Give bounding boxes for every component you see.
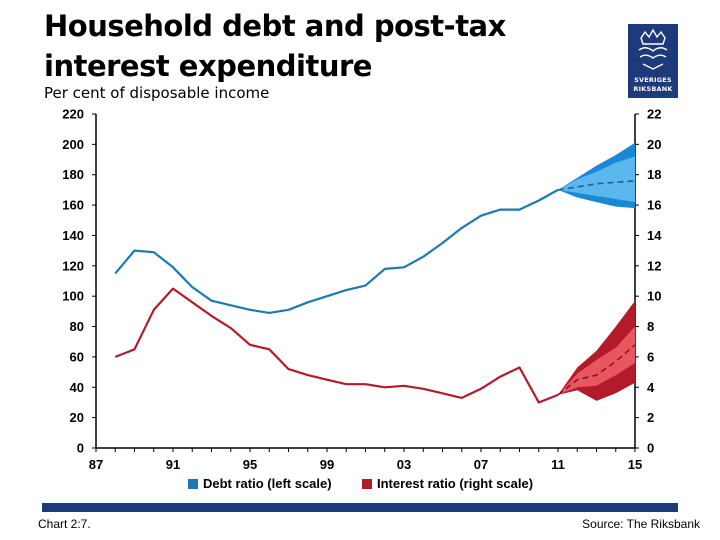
left-tick-label: 80 <box>70 319 84 334</box>
x-tick-label: 11 <box>551 457 565 472</box>
chart-subtitle: Per cent of disposable income <box>44 84 270 102</box>
x-tick-label: 03 <box>397 457 411 472</box>
logo-line-1: SVERIGES <box>634 76 672 84</box>
right-tick-label: 10 <box>647 289 661 304</box>
x-tick-label: 87 <box>89 457 103 472</box>
right-tick-label: 22 <box>647 107 661 122</box>
crown-emblem-icon <box>638 28 668 70</box>
legend-swatch-0 <box>188 479 198 489</box>
right-tick-label: 14 <box>647 228 662 243</box>
legend-swatch-1 <box>362 479 372 489</box>
x-tick-label: 07 <box>474 457 488 472</box>
right-tick-label: 2 <box>647 410 654 425</box>
footer-divider <box>42 503 678 512</box>
chart-number: Chart 2:7. <box>38 517 91 531</box>
right-tick-label: 20 <box>647 137 661 152</box>
debt-interest-chart: 0 20 40 60 80 100 120 140 160 180 200 220 0 2 4 6 8 10 12 1… <box>62 107 662 492</box>
right-tick-label: 18 <box>647 167 661 182</box>
left-tick-label: 60 <box>70 349 84 364</box>
legend-label-1: Interest ratio (right scale) <box>377 476 533 491</box>
left-tick-label: 20 <box>70 410 84 425</box>
right-tick-label: 6 <box>647 349 654 364</box>
series-line-0 <box>114 188 559 314</box>
forecast-central-line-0 <box>557 180 636 191</box>
right-tick-label: 12 <box>647 258 661 273</box>
left-tick-label: 100 <box>62 289 84 304</box>
left-tick-label: 180 <box>62 167 84 182</box>
riksbank-logo: SVERIGES RIKSBANK <box>628 24 678 98</box>
x-tick-label: 15 <box>628 457 642 472</box>
x-tick-label: 91 <box>166 457 180 472</box>
left-tick-label: 120 <box>62 258 84 273</box>
left-tick-label: 40 <box>70 380 84 395</box>
left-tick-label: 160 <box>62 198 84 213</box>
legend-label-0: Debt ratio (left scale) <box>203 476 332 491</box>
x-tick-label: 95 <box>243 457 257 472</box>
logo-line-2: RIKSBANK <box>633 85 673 93</box>
left-tick-label: 220 <box>62 107 84 122</box>
right-tick-label: 16 <box>647 198 661 213</box>
left-tick-label: 0 <box>77 441 84 456</box>
forecast-inner-band-1 <box>558 326 635 395</box>
left-tick-label: 200 <box>62 137 84 152</box>
x-tick-label: 99 <box>320 457 334 472</box>
chart-title: Household debt and post-tax interest exp… <box>44 9 506 83</box>
right-tick-label: 8 <box>647 319 654 334</box>
forecast-central-line-1 <box>557 344 636 396</box>
forecast-inner-band-0 <box>558 156 635 203</box>
right-tick-label: 4 <box>647 380 655 395</box>
left-tick-label: 140 <box>62 228 84 243</box>
right-tick-label: 0 <box>647 441 654 456</box>
source-note: Source: The Riksbank <box>582 517 700 531</box>
series-line-1 <box>114 287 559 404</box>
